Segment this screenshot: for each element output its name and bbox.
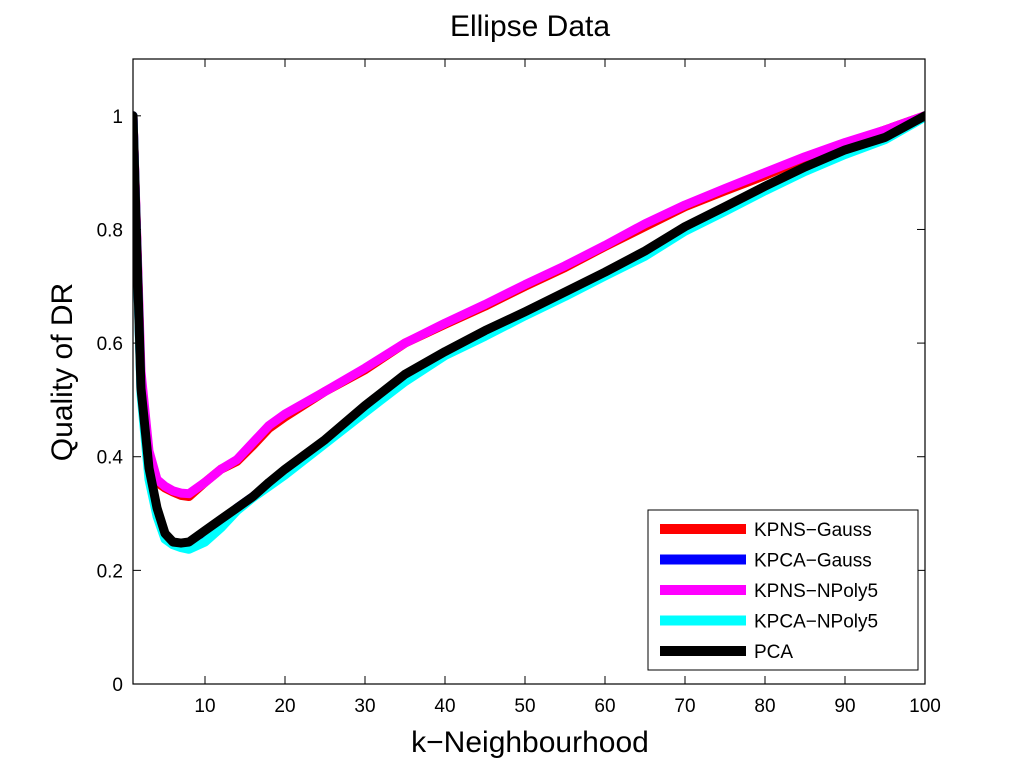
x-tick-label: 90 (834, 696, 855, 717)
plot-series (133, 111, 925, 554)
x-axis: 10 20 30 40 50 60 70 80 90 100 (194, 59, 941, 717)
x-tick-label: 10 (194, 696, 215, 717)
chart-title: Ellipse Data (450, 10, 610, 43)
x-axis-title: k−Neighbourhood (411, 726, 649, 759)
legend-label: KPCA−Gauss (754, 551, 872, 572)
plot-frame (132, 58, 926, 685)
y-tick-label: 0.8 (97, 220, 123, 241)
legend-label: KPNS−NPoly5 (754, 581, 878, 602)
x-tick-label: 80 (754, 696, 775, 717)
legend: KPNS−Gauss KPCA−Gauss KPNS−NPoly5 KPCA−NPol… (647, 509, 919, 671)
y-tick-label: 0 (112, 675, 123, 696)
x-tick-label: 40 (434, 696, 455, 717)
legend-label: KPCA−NPoly5 (754, 612, 878, 633)
series-line-3 (133, 111, 925, 499)
series-line-5 (133, 111, 925, 548)
y-tick-label: 0.4 (97, 448, 124, 469)
legend-label: KPNS−Gauss (754, 520, 872, 541)
x-tick-label: 50 (514, 696, 535, 717)
x-tick-label: 30 (354, 696, 375, 717)
x-tick-label: 100 (909, 696, 941, 717)
y-tick-label: 0.6 (97, 334, 123, 355)
legend-label: PCA (754, 642, 793, 663)
y-axis: 0 0.2 0.4 0.6 0.8 1 (97, 107, 925, 696)
y-axis-title: Quality of DR (46, 283, 79, 461)
x-tick-label: 70 (674, 696, 695, 717)
y-tick-label: 0.2 (97, 561, 123, 582)
x-tick-label: 20 (274, 696, 295, 717)
y-tick-label: 1 (112, 107, 123, 128)
x-tick-label: 60 (594, 696, 615, 717)
